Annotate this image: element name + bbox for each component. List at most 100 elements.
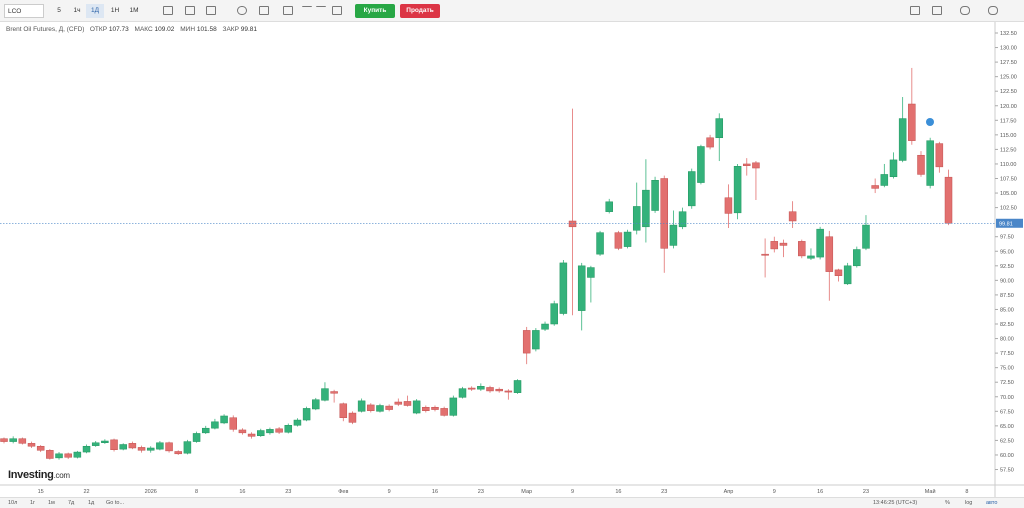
candle-body: [321, 388, 329, 401]
range-button[interactable]: 1м: [48, 500, 55, 506]
candle-body: [697, 146, 705, 183]
event-marker-icon[interactable]: [926, 118, 934, 126]
candle-body: [770, 241, 779, 250]
candle-body: [449, 397, 458, 416]
candle-body: [623, 231, 632, 247]
range-button[interactable]: 1г: [30, 500, 36, 506]
instrument-title: Brent Oil Futures, Д, (CFD): [6, 26, 85, 33]
cloud-load-icon[interactable]: [988, 6, 998, 15]
candle-body: [403, 401, 412, 406]
undo-icon[interactable]: [302, 6, 312, 15]
bottom-bar: 10л 1г 1м 7д 1д Go to... 13:46:25 (UTC+3…: [0, 497, 1024, 508]
x-tick-label: 9: [571, 489, 574, 495]
interval[interactable]: 5: [57, 7, 61, 14]
candle-body: [458, 388, 467, 398]
candle-body: [688, 171, 696, 207]
last-price-label: 99.81: [999, 221, 1013, 227]
symbol-input[interactable]: LCO: [4, 4, 44, 18]
candle-body: [128, 443, 137, 449]
last-price-box: [996, 218, 1023, 228]
candle-body: [917, 154, 925, 175]
indicator-icon[interactable]: [185, 6, 195, 15]
interval[interactable]: 1Д: [86, 4, 104, 18]
percent-toggle[interactable]: %: [945, 500, 950, 506]
plot-area: [0, 22, 995, 485]
compare-icon[interactable]: [259, 6, 269, 15]
x-tick-label: 15: [38, 489, 44, 495]
x-tick-label: 22: [83, 489, 89, 495]
candle-body: [101, 440, 109, 443]
cloud-save-icon[interactable]: [960, 6, 970, 15]
close-label: ЗАКР: [222, 26, 239, 33]
sell-button[interactable]: Продать: [400, 4, 440, 18]
auto-toggle[interactable]: авто: [986, 500, 998, 506]
candle-body: [18, 438, 27, 444]
candle-body: [110, 439, 118, 450]
settings-icon[interactable]: [237, 6, 247, 15]
candle-body: [348, 412, 357, 423]
candle-body: [807, 255, 815, 259]
candle-body: [238, 429, 247, 434]
y-tick-label: 110.00: [1000, 162, 1016, 168]
candle-body: [367, 404, 375, 411]
x-tick-label: Май: [925, 488, 936, 495]
candle-body: [91, 442, 100, 446]
y-tick-label: 62.50: [1000, 438, 1014, 444]
candle-body: [513, 380, 522, 393]
interval[interactable]: 1М: [129, 7, 139, 14]
candle-body: [0, 438, 8, 442]
y-tick-label: 115.00: [1000, 133, 1016, 139]
y-tick-label: 117.50: [1000, 118, 1016, 124]
candle-body: [898, 118, 907, 161]
range-button[interactable]: 7д: [68, 500, 75, 506]
candle-body: [577, 265, 586, 311]
alert-icon[interactable]: [332, 6, 342, 15]
candle-body: [642, 189, 650, 228]
layout-icon[interactable]: [932, 6, 942, 15]
low-value: 101.58: [196, 26, 217, 33]
candle-body: [64, 453, 72, 458]
candle-body: [743, 163, 751, 166]
y-tick-label: 127.50: [1000, 60, 1017, 66]
range-button[interactable]: 10л: [8, 500, 18, 506]
candle-body: [944, 176, 953, 224]
candle-body: [816, 228, 824, 258]
y-tick-label: 95.00: [1000, 249, 1014, 255]
interval[interactable]: 1Н: [110, 7, 120, 14]
candle-body: [779, 242, 788, 246]
candle-body: [632, 206, 641, 231]
candle-body: [302, 408, 311, 421]
candle-body: [211, 421, 219, 429]
x-tick-label: 16: [239, 489, 245, 495]
redo-icon[interactable]: [316, 6, 326, 15]
candle-body: [834, 269, 843, 276]
candle-body: [174, 451, 182, 455]
chart: 57.50 60.00 62.50 65.00 67.50 70.00 72.50 75.00…: [0, 22, 1024, 497]
screenshot-icon[interactable]: [910, 6, 920, 15]
draw-icon[interactable]: [206, 6, 216, 15]
buy-button[interactable]: Купить: [355, 4, 395, 18]
y-tick-label: 82.50: [1000, 322, 1014, 328]
y-tick-label: 85.00: [1000, 307, 1014, 313]
interval[interactable]: 1ч: [73, 7, 81, 14]
candle-body: [55, 453, 63, 459]
y-tick-label: 75.00: [1000, 366, 1014, 372]
range-button[interactable]: 1д: [88, 500, 95, 506]
high-label: МАКС: [134, 26, 153, 33]
candle-body: [339, 403, 348, 418]
x-tick-label: 9: [773, 489, 776, 495]
candle-body: [275, 428, 283, 433]
candle-body: [394, 401, 403, 405]
y-tick-label: 130.00: [1000, 46, 1017, 52]
candle-body: [587, 267, 595, 278]
candle-body: [201, 427, 210, 434]
template-icon[interactable]: [283, 6, 293, 15]
candle-body: [220, 415, 228, 424]
goto-button[interactable]: Go to...: [106, 500, 125, 506]
chart-type-icon[interactable]: [163, 6, 173, 15]
candle-body: [724, 197, 733, 214]
y-tick-label: 112.50: [1000, 147, 1016, 153]
candle-body: [798, 241, 806, 257]
candle-body: [843, 265, 852, 285]
log-toggle[interactable]: log: [965, 500, 973, 506]
